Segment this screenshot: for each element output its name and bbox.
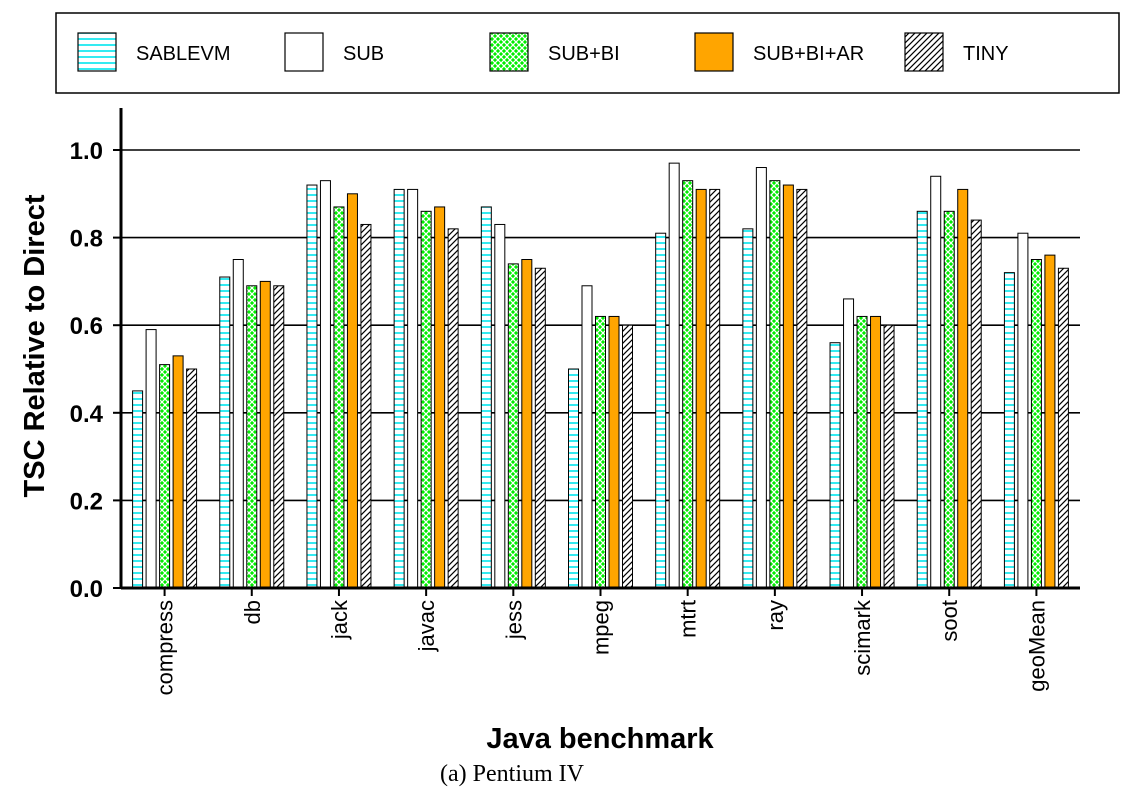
bar-jess-sub <box>494 223 506 589</box>
y-tick-label: 0.2 <box>70 488 103 515</box>
bar-javac-sub-bi <box>420 210 432 589</box>
x-tick-label: soot <box>937 600 962 642</box>
legend-label: SUB+BI <box>548 43 620 65</box>
legend-swatch-tiny <box>904 32 944 72</box>
bar-javac-tiny <box>447 228 459 589</box>
y-tick-label: 0.4 <box>70 401 104 428</box>
x-axis-title: Java benchmark <box>486 723 714 755</box>
bar-javac-sub <box>407 188 419 589</box>
legend-swatch-sablevm <box>77 32 117 72</box>
bar-compress-sub-bi-ar <box>172 355 184 589</box>
bar-geoMean-sub-bi <box>1030 259 1042 589</box>
bar-db-tiny <box>273 285 285 589</box>
bar-geoMean-sub <box>1017 232 1029 589</box>
bar-mtrt-sablevm <box>655 232 667 589</box>
bar-mpeg-sub-bi <box>595 315 606 589</box>
bar-jack-sub <box>319 180 331 589</box>
bar-mpeg-sub-bi-ar <box>608 315 620 589</box>
bar-soot-sub-bi <box>943 210 955 589</box>
y-tick-label: 0.6 <box>70 313 103 340</box>
x-tick-label: geoMean <box>1024 600 1049 692</box>
legend-label: SUB <box>343 43 384 65</box>
legend: SABLEVM SUB SUB+BI SUB+BI+AR TINY <box>55 12 1120 94</box>
x-tick-label: javac <box>414 600 439 652</box>
bar-javac-sub-bi-ar <box>434 206 446 589</box>
y-tick-label: 0.0 <box>70 576 103 603</box>
x-tick-label: compress <box>153 600 178 695</box>
bar-ray-sub <box>755 167 767 589</box>
bar-compress-tiny <box>186 368 198 589</box>
x-tick-label: ray <box>763 600 788 631</box>
bar-mpeg-tiny <box>622 324 633 589</box>
bar-ray-sub-bi <box>769 180 781 589</box>
bar-scimark-sub <box>843 298 855 589</box>
legend-label: SUB+BI+AR <box>753 43 864 65</box>
legend-label: SABLEVM <box>136 43 230 65</box>
x-tick-label: scimark <box>850 599 875 676</box>
legend-swatch-sub-bi-ar <box>694 32 734 72</box>
bar-scimark-sub-bi-ar <box>870 315 882 589</box>
bar-geoMean-sablevm <box>1003 272 1015 589</box>
bar-jack-sablevm <box>306 184 318 589</box>
bar-scimark-sub-bi <box>856 315 868 589</box>
bar-jess-sub-bi <box>507 263 519 589</box>
bar-jess-sablevm <box>480 206 492 589</box>
legend-swatch-sub <box>284 32 324 72</box>
bar-mtrt-sub-bi <box>682 180 694 589</box>
x-tick-label: mpeg <box>589 600 614 655</box>
bar-layer <box>132 162 1069 589</box>
bar-geoMean-sub-bi-ar <box>1044 254 1056 589</box>
bar-scimark-tiny <box>883 324 895 589</box>
axis-layer: 0.0 0.2 0.4 0.6 0.8 1.0 compress db jack javac jes… <box>70 108 1080 695</box>
bar-ray-sub-bi-ar <box>782 184 794 589</box>
bar-compress-sablevm <box>132 390 144 589</box>
legend-swatch-sub-bi <box>489 32 529 72</box>
bar-scimark-sablevm <box>829 342 841 589</box>
bar-javac-sablevm <box>393 188 405 589</box>
bar-db-sub <box>232 259 244 589</box>
bar-soot-sablevm <box>916 210 928 589</box>
bar-ray-tiny <box>796 188 808 589</box>
figure-caption: (a) Pentium IV <box>440 761 585 787</box>
x-tick-label: mtrt <box>676 600 701 638</box>
bar-mpeg-sablevm <box>568 368 579 589</box>
legend-label: TINY <box>963 43 1009 65</box>
bar-jess-sub-bi-ar <box>521 259 533 589</box>
bar-mtrt-tiny <box>709 188 721 589</box>
bar-jack-sub-bi <box>333 206 345 589</box>
bar-mtrt-sub <box>668 162 680 589</box>
bar-mpeg-sub <box>581 285 593 589</box>
bar-soot-sub <box>930 175 942 589</box>
bar-db-sub-bi-ar <box>259 280 271 589</box>
bar-jess-tiny <box>534 267 546 589</box>
bar-compress-sub-bi <box>159 364 171 589</box>
x-tick-label: jack <box>327 599 352 640</box>
bar-jack-sub-bi-ar <box>346 193 358 589</box>
bar-mtrt-sub-bi-ar <box>695 188 707 589</box>
bar-geoMean-tiny <box>1057 267 1069 589</box>
bar-jack-tiny <box>360 223 372 589</box>
y-axis-title: TSC Relative to Direct <box>19 194 51 497</box>
bar-soot-tiny <box>970 219 982 589</box>
y-tick-label: 1.0 <box>70 138 103 165</box>
bar-ray-sablevm <box>742 228 754 589</box>
y-tick-label: 0.8 <box>70 226 103 253</box>
x-tick-label: db <box>240 600 265 624</box>
bar-db-sablevm <box>219 276 231 589</box>
bar-soot-sub-bi-ar <box>957 188 969 589</box>
bar-db-sub-bi <box>246 285 258 589</box>
bar-compress-sub <box>145 329 157 589</box>
x-tick-label: jess <box>501 600 526 640</box>
